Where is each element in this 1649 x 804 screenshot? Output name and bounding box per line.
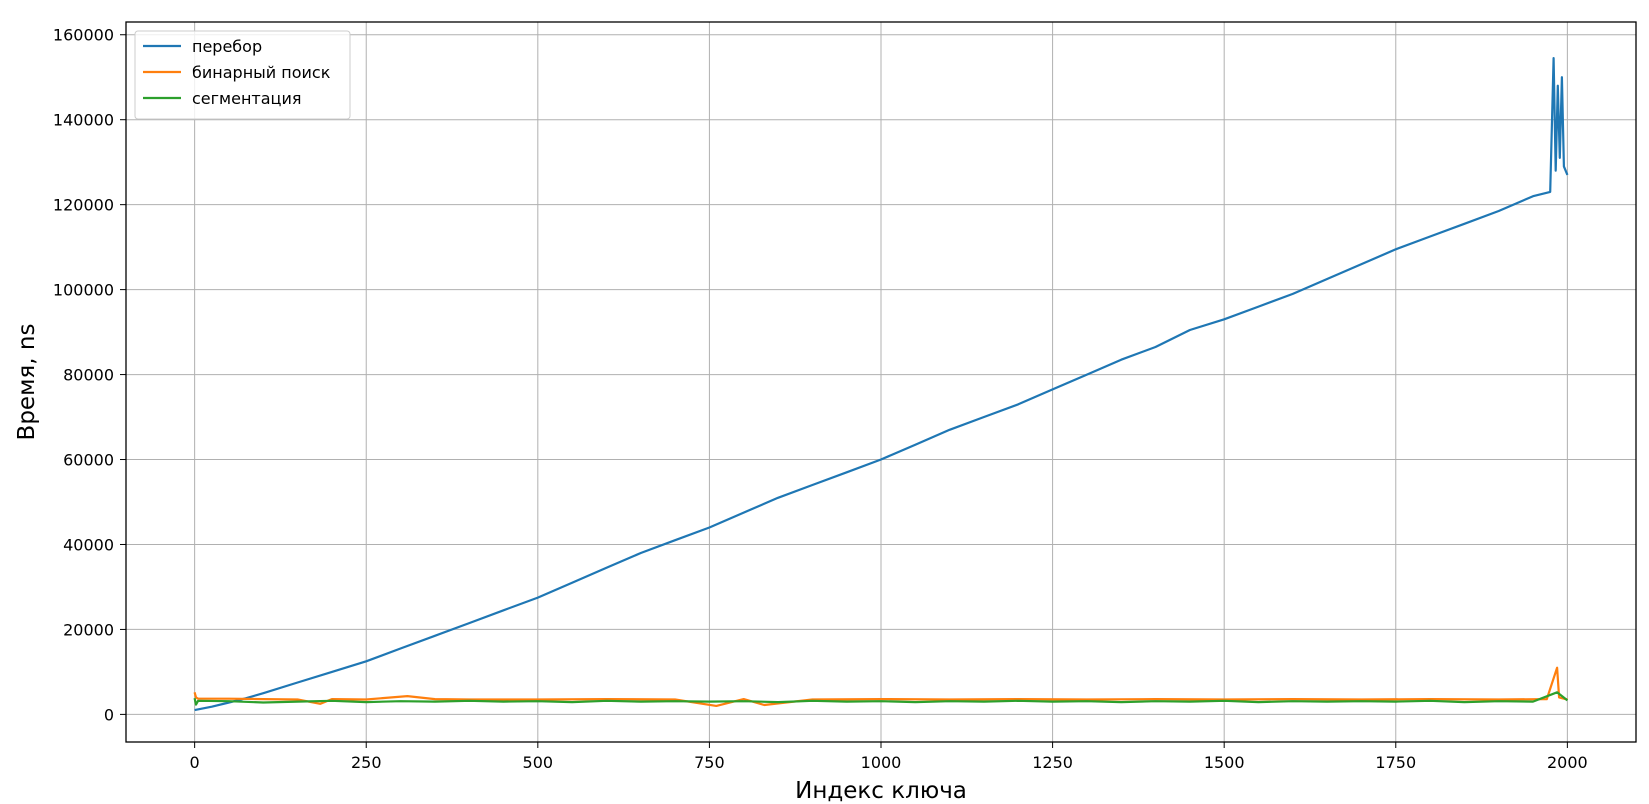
y-tick-label: 0 <box>104 705 114 724</box>
legend-box <box>134 30 351 120</box>
y-tick-label: 160000 <box>53 26 114 45</box>
x-tick-label: 500 <box>523 753 554 772</box>
x-axis-ticks: 0 250 500 750 1000 1250 1500 1750 2000 <box>190 742 1588 772</box>
x-tick-label: 2000 <box>1547 753 1588 772</box>
x-tick-label: 250 <box>351 753 382 772</box>
y-tick-label: 40000 <box>63 535 114 554</box>
series-layer <box>193 56 1569 712</box>
legend: перебор бинарный поиск сегментация <box>134 30 351 120</box>
legend-entry-perebor: перебор <box>143 37 262 56</box>
y-tick-label: 60000 <box>63 451 114 470</box>
x-tick-label: 1500 <box>1204 753 1245 772</box>
x-tick-label: 0 <box>190 753 200 772</box>
legend-entry-segmentation: сегментация <box>143 89 301 108</box>
legend-entry-binary-search: бинарный поиск <box>143 63 331 82</box>
y-tick-label: 140000 <box>53 111 114 130</box>
x-tick-label: 1000 <box>861 753 902 772</box>
y-tick-label: 100000 <box>53 281 114 300</box>
y-axis-title: Время, ns <box>14 324 40 441</box>
y-tick-label: 20000 <box>63 620 114 639</box>
x-tick-label: 1250 <box>1032 753 1073 772</box>
x-axis-title: Индекс ключа <box>795 778 967 804</box>
y-axis-ticks: 0 20000 40000 60000 80000 100000 120000 140000 1… <box>53 26 126 724</box>
series-line-perebor <box>194 56 1569 712</box>
legend-label: сегментация <box>192 89 301 108</box>
legend-label: перебор <box>192 37 262 56</box>
x-tick-label: 1750 <box>1375 753 1416 772</box>
y-tick-label: 80000 <box>63 366 114 385</box>
series-line-segmentation <box>193 691 1569 706</box>
y-tick-label: 120000 <box>53 196 114 215</box>
legend-label: бинарный поиск <box>192 63 331 82</box>
x-tick-label: 750 <box>694 753 725 772</box>
